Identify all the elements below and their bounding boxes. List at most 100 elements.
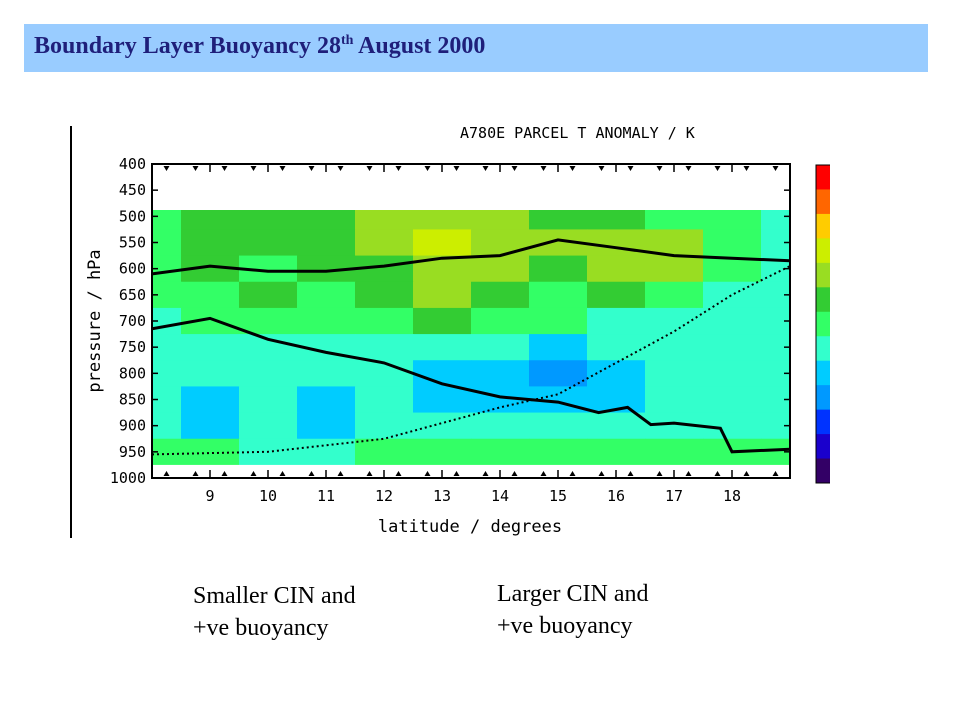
- heatmap-cell: [181, 281, 240, 309]
- observation-marker: [424, 166, 431, 171]
- heatmap-cell: [587, 412, 646, 440]
- y-tick-label: 600: [119, 260, 146, 278]
- observation-marker: [627, 471, 634, 476]
- observation-marker: [598, 166, 605, 171]
- y-tick-label: 400: [119, 155, 146, 173]
- observation-marker: [337, 471, 344, 476]
- colorbar-band: [816, 287, 830, 313]
- observation-marker: [511, 471, 518, 476]
- observation-marker: [772, 166, 779, 171]
- heatmap-cell: [181, 229, 240, 257]
- heatmap-cell: [587, 281, 646, 309]
- y-tick-label: 850: [119, 391, 146, 409]
- below-ground-region: [152, 464, 790, 478]
- heatmap-cell: [471, 412, 530, 440]
- colorbar-frame: [815, 164, 830, 484]
- observation-marker: [308, 166, 315, 171]
- observation-marker: [714, 166, 721, 171]
- y-axis: 400 450 500 550 600 650 700 750 800 850 900 950 1000: [110, 155, 790, 487]
- heatmap-cell: [471, 255, 530, 283]
- colorbar-band: [816, 458, 830, 484]
- observation-marker: [482, 166, 489, 171]
- heatmap-cell: [703, 281, 762, 309]
- colorbar-band: [816, 238, 830, 264]
- heatmap-cell: [355, 412, 414, 440]
- x-axis-label: latitude / degrees: [378, 517, 562, 537]
- x-tick-label: 14: [491, 487, 509, 505]
- heatmap-cell: [587, 255, 646, 283]
- heatmap-cell: [529, 438, 588, 466]
- heatmap-cell: [529, 412, 588, 440]
- heatmap-cell: [471, 360, 530, 387]
- heatmap-cell: [529, 281, 588, 309]
- heatmap-cell: [355, 281, 414, 309]
- heatmap-cell: [471, 281, 530, 309]
- y-tick-label: 500: [119, 207, 146, 225]
- heatmap-cell: [239, 307, 298, 335]
- y-tick-label: 950: [119, 443, 146, 461]
- colorbar-band: [816, 409, 830, 435]
- observation-marker: [279, 471, 286, 476]
- x-tick-label: 15: [549, 487, 567, 505]
- heatmap-cell: [471, 307, 530, 335]
- observation-marker: [656, 471, 663, 476]
- heatmap-cell: [239, 360, 298, 387]
- colorbar-band: [816, 165, 830, 190]
- x-tick-label: 13: [433, 487, 451, 505]
- heatmap-cell: [703, 360, 762, 387]
- heatmap-cell: [413, 412, 472, 440]
- heatmap-cell: [355, 307, 414, 335]
- heatmap-cell: [529, 307, 588, 335]
- x-tick-label: 10: [259, 487, 277, 505]
- heatmap-cell: [297, 438, 356, 466]
- heatmap-cell: [297, 412, 356, 440]
- heatmap-cell: [703, 412, 762, 440]
- colorbar-band: [816, 360, 830, 386]
- y-tick-label: 1000: [110, 469, 146, 487]
- x-tick-label: 11: [317, 487, 335, 505]
- x-tick-label: 18: [723, 487, 741, 505]
- observation-marker: [424, 471, 431, 476]
- heatmap-cell: [703, 334, 762, 361]
- colorbar-band: [816, 336, 830, 362]
- heatmap-cell: [355, 360, 414, 387]
- heatmap-cell: [645, 281, 704, 309]
- heatmap-cell: [413, 386, 472, 414]
- heatmap-cell: [645, 360, 704, 387]
- heatmap-cell: [355, 438, 414, 466]
- heatmap-cell: [181, 334, 240, 361]
- colorbar-band: [816, 434, 830, 460]
- observation-marker: [308, 471, 315, 476]
- heatmap-cell: [297, 281, 356, 309]
- observation-marker: [598, 471, 605, 476]
- caption-left-line2: +ve buoyancy: [193, 615, 329, 641]
- observation-marker: [250, 166, 257, 171]
- observation-marker: [714, 471, 721, 476]
- heatmap-cell: [297, 229, 356, 257]
- heatmap-cell: [645, 438, 704, 466]
- observation-marker: [192, 166, 199, 171]
- colorbar-band: [816, 262, 830, 288]
- heatmap-cell: [645, 386, 704, 414]
- y-tick-label: 800: [119, 364, 146, 382]
- heatmap-cell: [297, 307, 356, 335]
- heatmap-cell: [703, 307, 762, 335]
- title-bar: Boundary Layer Buoyancy 28th August 2000: [24, 24, 928, 72]
- observation-marker: [192, 471, 199, 476]
- heatmap-cell: [471, 334, 530, 361]
- caption-right-line1: Larger CIN and: [497, 581, 649, 607]
- anomaly-figure: A780E PARCEL T ANOMALY / K 400 450 500 550 6…: [70, 124, 830, 538]
- x-tick-label: 12: [375, 487, 393, 505]
- heatmap-cell: [471, 438, 530, 466]
- observation-marker: [511, 166, 518, 171]
- heatmap-cell: [355, 229, 414, 257]
- observation-marker: [453, 471, 460, 476]
- x-tick-label: 9: [205, 487, 214, 505]
- observation-marker: [395, 166, 402, 171]
- heatmap-cell: [181, 360, 240, 387]
- observation-marker: [569, 471, 576, 476]
- heatmap-cell: [645, 255, 704, 283]
- caption-smaller-cin: Smaller CIN and +ve buoyancy: [193, 580, 356, 644]
- observation-marker: [482, 471, 489, 476]
- observation-marker: [656, 166, 663, 171]
